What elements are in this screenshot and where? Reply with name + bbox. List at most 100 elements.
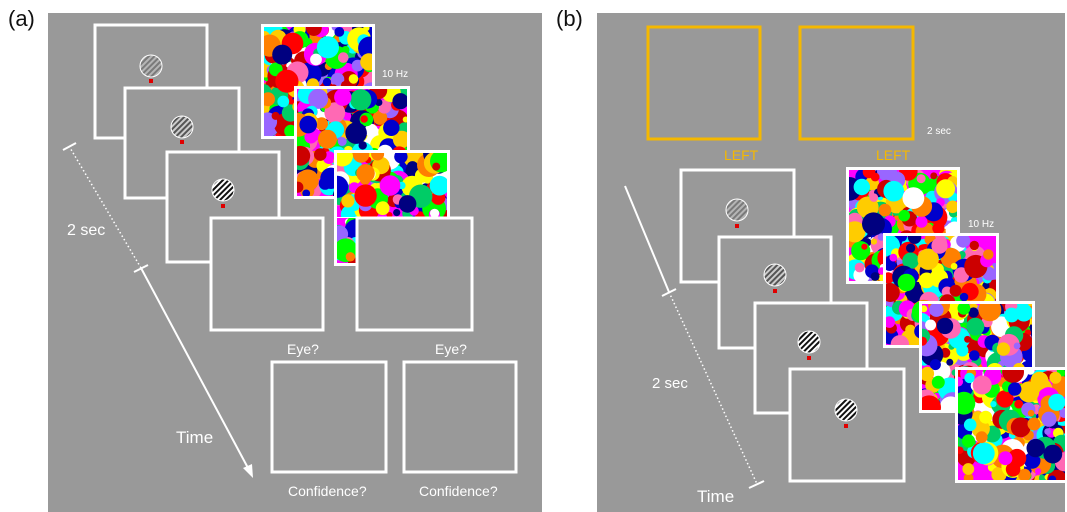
mondrian-dot (990, 401, 997, 408)
mondrian-dot (949, 284, 962, 297)
mondrian-dot (337, 175, 349, 198)
mondrian-dot (927, 179, 934, 187)
mondrian-dot (429, 175, 447, 196)
mondrian-dot (356, 164, 375, 183)
mondrian-dot (958, 446, 964, 454)
mondrian-3 (334, 150, 450, 220)
cue-label-right: LEFT (876, 147, 911, 163)
confidence-prompt-right: Confidence? (419, 483, 498, 499)
mondrian-dot (886, 283, 900, 302)
grating-stimulus (211, 178, 235, 202)
time-arrowhead (243, 464, 253, 478)
timeline-b (624, 185, 765, 489)
mondrian-dot (957, 304, 971, 315)
blank-frame-left (209, 216, 325, 332)
mondrian-dot (870, 272, 880, 281)
mondrian-dot (983, 249, 994, 260)
mondrian-dot (929, 359, 941, 371)
mondrian-dot (344, 219, 358, 242)
mondrian-dot (306, 27, 322, 36)
mondrian-b-4 (955, 367, 1065, 483)
mondrian-dot (969, 350, 980, 361)
fixation-point (844, 424, 848, 428)
time-axis-label: Time (176, 428, 213, 447)
mondrian-dot (1017, 304, 1029, 310)
mondrian-dot (264, 92, 275, 107)
mondrian-dot (1004, 307, 1020, 323)
mondrian-dot (406, 161, 419, 173)
mondrian-dot (978, 304, 1002, 322)
fixation-point (149, 79, 153, 83)
mondrian-dot (297, 145, 311, 166)
mondrian-dot (982, 281, 990, 290)
mondrian-dot (398, 195, 417, 213)
mondrian-dot (936, 317, 954, 335)
mondrian-dot (950, 262, 958, 270)
cue-label-left: LEFT (724, 147, 759, 163)
mondrian-dot (1013, 342, 1021, 350)
mondrian-dot (350, 89, 372, 111)
panel-b-label: (b) (556, 6, 583, 31)
mondrian-dot (958, 376, 964, 387)
mondrian-dot (299, 115, 318, 134)
mondrian-dot (932, 222, 945, 235)
mondrian-dot (886, 316, 896, 328)
fixation-point (221, 204, 225, 208)
mondrian-dot (402, 116, 407, 123)
mondrian-dot (1026, 370, 1035, 375)
mondrian-2 (294, 86, 410, 199)
mondrian-dot (324, 102, 346, 123)
mondrian-dot (915, 215, 928, 228)
grating-stimulus (170, 115, 194, 139)
confidence-prompt-left: Confidence? (288, 483, 367, 499)
mondrian-dot (394, 153, 408, 164)
mondrian-dot (386, 212, 393, 217)
mondrian-dot (1026, 438, 1045, 458)
mondrian-dot (354, 184, 377, 207)
mondrian-dot (334, 27, 345, 37)
mondrian-dot (1008, 382, 1022, 396)
duration-label-b: 2 sec (652, 375, 688, 392)
mondrian-dot (906, 243, 916, 253)
mondrian-dot (922, 395, 941, 410)
mondrian-dot (854, 262, 865, 273)
mondrian-dot (1002, 370, 1024, 383)
mondrian-dot (931, 375, 945, 389)
mondrian-dot (905, 324, 916, 335)
mondrian-dot (975, 431, 988, 444)
mondrian-dot (929, 304, 944, 317)
mondrian-3-lower (334, 218, 358, 266)
mondrian-dot (1049, 371, 1062, 384)
mondrian-dot (393, 209, 401, 217)
mondrian-dot (966, 317, 985, 336)
mondrian-dot (962, 463, 975, 475)
mondrian-dot (1048, 475, 1057, 480)
mondrian-dot (308, 89, 329, 109)
mondrian-dot (886, 272, 895, 284)
grating-stimulus (139, 54, 163, 78)
mondrian-dot (963, 418, 977, 432)
mondrian-dot (902, 187, 925, 210)
mondrian-dot (360, 115, 368, 123)
mondrian-dot (271, 111, 280, 120)
mondrian-dot (1018, 468, 1031, 480)
mondrian-dot (964, 372, 975, 384)
mondrian-dot (275, 69, 299, 93)
panel-b: LEFT LEFT 2 sec 10 Hz (597, 13, 1065, 512)
mondrian-dot (956, 236, 971, 248)
time-axis-label-b: Time (697, 487, 734, 506)
mondrian-dot (979, 410, 993, 424)
mondrian-dot (891, 184, 905, 197)
mondrian-dot (1010, 417, 1031, 438)
mondrian-dot (907, 236, 922, 244)
gabor-frame-b-4 (788, 367, 906, 483)
mondrian-dot (1041, 411, 1057, 427)
mondrian-dot (430, 208, 440, 217)
mondrian-dot (316, 36, 339, 59)
mondrian-dot (330, 72, 345, 87)
fixation-point (773, 289, 777, 293)
mondrian-dot (898, 236, 907, 242)
mondrian-dot (972, 442, 995, 465)
mondrian-dot (870, 238, 878, 245)
mondrian-dot (998, 451, 1013, 466)
